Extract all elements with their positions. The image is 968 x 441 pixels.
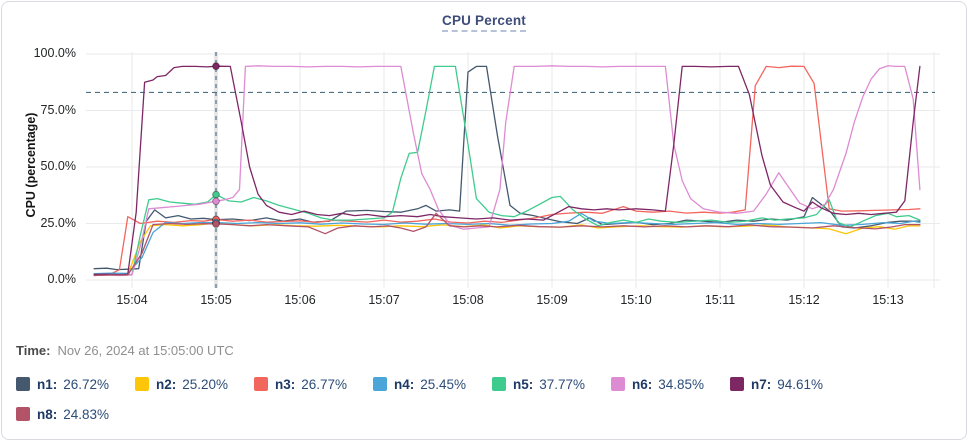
legend-item-n8[interactable]: n8: 24.83% — [16, 399, 135, 429]
legend-swatch-n2 — [135, 377, 149, 391]
legend-value: 26.72% — [63, 376, 110, 392]
x-tick-label: 15:05 — [200, 293, 232, 307]
chart-title-row: CPU Percent — [2, 12, 966, 32]
legend-swatch-n4 — [373, 377, 387, 391]
cursor-marker-n6 — [212, 197, 220, 206]
legend-item-n4[interactable]: n4: 25.45% — [373, 369, 492, 399]
y-tick-label: 50.0% — [40, 159, 76, 173]
legend-value: 94.61% — [777, 376, 824, 392]
chart-title[interactable]: CPU Percent — [442, 13, 526, 32]
y-tick-label: 100.0% — [33, 46, 76, 60]
legend-value: 37.77% — [539, 376, 586, 392]
legend-value: 25.45% — [420, 376, 467, 392]
legend-label: n2: — [156, 376, 177, 392]
x-tick-label: 15:08 — [452, 293, 484, 307]
series-line-n3[interactable] — [93, 65, 921, 277]
cursor-band — [214, 52, 218, 288]
x-tick-label: 15:12 — [788, 293, 820, 307]
legend-value: 25.20% — [182, 376, 229, 392]
cursor-marker-n7 — [212, 62, 220, 71]
cursor-marker-n5 — [212, 190, 220, 199]
y-tick-label: 75.0% — [40, 102, 76, 117]
legend-item-n5[interactable]: n5: 37.77% — [492, 369, 611, 399]
series-line-n6[interactable] — [93, 65, 921, 277]
y-tick-label: 25.0% — [40, 215, 76, 230]
series-line-n1[interactable] — [93, 65, 921, 271]
x-axis-labels: 15:04 15:05 15:06 15:07 15:08 15:09 15:10 15:11… — [2, 293, 966, 309]
x-tick-label: 15:11 — [704, 293, 736, 307]
legend-item-n6[interactable]: n6: 34.85% — [611, 369, 730, 399]
legend-swatch-n5 — [492, 377, 506, 391]
legend-label: n6: — [632, 376, 653, 392]
legend-value: 24.83% — [63, 406, 110, 422]
time-value: Nov 26, 2024 at 15:05:00 UTC — [57, 343, 234, 358]
legend-label: n3: — [275, 376, 296, 392]
legend-label: n8: — [37, 406, 58, 422]
legend-swatch-n8 — [16, 407, 30, 421]
legend-value: 26.77% — [301, 376, 348, 392]
x-tick-label: 15:07 — [368, 293, 400, 307]
legend-item-n7[interactable]: n7: 94.61% — [730, 369, 849, 399]
series-line-n2[interactable] — [93, 222, 921, 276]
legend-item-n2[interactable]: n2: 25.20% — [135, 369, 254, 399]
time-label: Time: — [16, 343, 51, 358]
legend-item-n1[interactable]: n1: 26.72% — [16, 369, 135, 399]
x-tick-label: 15:06 — [284, 293, 316, 307]
x-tick-label: 15:09 — [536, 293, 568, 307]
legend-value: 34.85% — [658, 376, 705, 392]
cursor-marker-n8 — [212, 219, 220, 228]
cursor-time-row: Time: Nov 26, 2024 at 15:05:00 UTC — [16, 343, 234, 358]
legend-swatch-n6 — [611, 377, 625, 391]
legend-label: n7: — [751, 376, 772, 392]
legend-swatch-n1 — [16, 377, 30, 391]
legend-swatch-n3 — [254, 377, 268, 391]
x-tick-label: 15:13 — [872, 293, 904, 307]
legend-swatch-n7 — [730, 377, 744, 391]
x-tick-label: 15:04 — [116, 293, 148, 307]
series-line-n5[interactable] — [93, 65, 921, 276]
legend-label: n5: — [513, 376, 534, 392]
y-tick-label: 0.0% — [47, 272, 77, 286]
series-line-n7[interactable] — [93, 65, 921, 276]
x-tick-label: 15:10 — [620, 293, 652, 307]
legend-label: n1: — [37, 376, 58, 392]
chart-legend: n1: 26.72% n2: 25.20% n3: 26.77% n4: 25.45% n5: 3… — [16, 369, 958, 429]
legend-label: n4: — [394, 376, 415, 392]
cpu-chart-svg[interactable] — [2, 2, 967, 337]
legend-item-n3[interactable]: n3: 26.77% — [254, 369, 373, 399]
